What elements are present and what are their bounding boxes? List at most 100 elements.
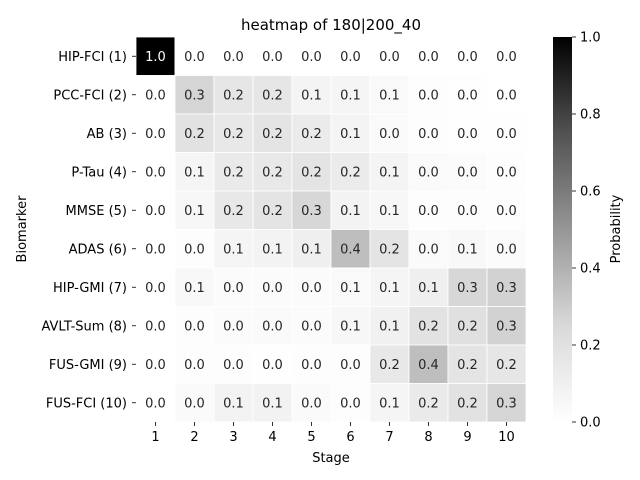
cell-value-label: 0.0: [145, 204, 166, 219]
cell-value-label: 0.1: [223, 242, 244, 257]
cell-value-label: 0.2: [223, 204, 244, 219]
heatmap-cell: [174, 344, 215, 384]
cell-value-label: 0.1: [379, 319, 400, 334]
cell-value-label: 0.1: [340, 319, 361, 334]
heatmap-cell: [252, 344, 293, 384]
cell-value-label: 0.0: [496, 204, 517, 219]
heatmap-cell: [213, 306, 254, 346]
heatmap-cell: [330, 267, 371, 307]
heatmap-cell: [213, 344, 254, 384]
cell-value-label: 0.2: [496, 358, 517, 373]
cell-value-label: 0.0: [496, 165, 517, 180]
y-tick-label: AVLT-Sum (8): [41, 319, 127, 334]
cell-value-label: 0.2: [184, 127, 205, 142]
cell-value-label: 0.0: [457, 88, 478, 103]
cell-value-label: 0.0: [496, 88, 517, 103]
colorbar-tick-label: 0.6: [580, 185, 601, 200]
cell-value-label: 0.0: [223, 281, 244, 296]
heatmap-cell: [447, 152, 488, 192]
heatmap-cell: [252, 306, 293, 346]
cell-value-label: 0.1: [379, 204, 400, 219]
cell-value-label: 0.1: [262, 396, 283, 411]
cell-value-label: 0.3: [301, 204, 322, 219]
y-tick-label: ADAS (6): [69, 242, 127, 257]
heatmap-cell: [330, 190, 371, 230]
heatmap-cell: [408, 36, 449, 76]
heatmap-cell: [174, 306, 215, 346]
colorbar-tick-label: 0.4: [580, 262, 601, 277]
heatmap-cell: [369, 190, 410, 230]
cell-value-label: 0.0: [262, 319, 283, 334]
cell-value-label: 0.2: [262, 127, 283, 142]
x-tick-label: 8: [424, 430, 432, 445]
cell-value-label: 0.2: [301, 165, 322, 180]
cell-value-label: 0.0: [340, 358, 361, 373]
y-axis-ticks: HIP-FCI (1) PCC-FCI (2) AB (3) P-Tau (4) MMS…: [41, 50, 136, 411]
cell-value-label: 0.0: [457, 204, 478, 219]
heatmap-cell: [291, 229, 332, 269]
heatmap-cell: [291, 383, 332, 423]
heatmap-cell: [486, 267, 527, 307]
y-tick-label: FUS-GMI (9): [49, 358, 127, 373]
cell-value-label: 0.2: [379, 242, 400, 257]
cell-value-label: 0.0: [457, 127, 478, 142]
y-tick-label: MMSE (5): [66, 204, 127, 219]
heatmap-cell: [135, 267, 176, 307]
cell-value-label: 0.1: [457, 242, 478, 257]
x-tick-label: 4: [268, 430, 276, 445]
heatmap-cell: [486, 344, 527, 384]
cell-value-label: 0.0: [301, 50, 322, 65]
cell-value-label: 0.0: [145, 165, 166, 180]
cell-value-label: 0.1: [301, 88, 322, 103]
cell-value-label: 0.1: [340, 88, 361, 103]
cell-value-label: 0.0: [418, 242, 439, 257]
cell-value-label: 0.2: [262, 88, 283, 103]
heatmap-cell: [447, 344, 488, 384]
heatmap-cell: [486, 383, 527, 423]
cell-value-label: 0.0: [145, 88, 166, 103]
cell-value-label: 0.0: [145, 127, 166, 142]
cell-value-label: 0.0: [184, 242, 205, 257]
heatmap-cell: [369, 383, 410, 423]
heatmap-cell: [291, 190, 332, 230]
chart-title: heatmap of 180|200_40: [241, 16, 421, 35]
heatmap-cell: [447, 75, 488, 115]
heatmap-cell: [447, 383, 488, 423]
cell-value-label: 0.0: [301, 319, 322, 334]
heatmap-cell: [291, 344, 332, 384]
cell-value-label: 0.2: [418, 396, 439, 411]
x-tick-label: 1: [151, 430, 159, 445]
heatmap-cells: 1.0 0.0 0.0 0.0 0.0 0.0 0.0 0.0 0.0 0.0 0.0 0.3 0.2 0…: [135, 36, 527, 423]
cell-value-label: 0.0: [301, 396, 322, 411]
cell-value-label: 0.0: [262, 50, 283, 65]
heatmap-cell: [135, 383, 176, 423]
x-axis-ticks: 1 2 3 4 5 6 7 8 9 10: [151, 422, 515, 445]
cell-value-label: 0.0: [262, 281, 283, 296]
heatmap-cell: [213, 113, 254, 153]
heatmap-cell: [252, 229, 293, 269]
cell-value-label: 0.0: [379, 50, 400, 65]
x-tick-label: 2: [190, 430, 198, 445]
cell-value-label: 0.0: [184, 319, 205, 334]
heatmap-cell: [174, 75, 215, 115]
cell-value-label: 0.2: [418, 319, 439, 334]
y-tick-label: FUS-FCI (10): [46, 396, 127, 411]
heatmap-cell: [330, 229, 371, 269]
heatmap-cell: [369, 152, 410, 192]
y-tick-label: PCC-FCI (2): [53, 88, 127, 103]
cell-value-label: 0.0: [418, 204, 439, 219]
heatmap-cell: [135, 152, 176, 192]
cell-value-label: 0.2: [262, 165, 283, 180]
cell-value-label: 0.1: [301, 242, 322, 257]
heatmap-cell: [408, 267, 449, 307]
cell-value-label: 0.1: [223, 396, 244, 411]
cell-value-label: 0.3: [496, 396, 517, 411]
cell-value-label: 0.1: [340, 204, 361, 219]
cell-value-label: 0.0: [418, 127, 439, 142]
cell-value-label: 0.1: [340, 281, 361, 296]
cell-value-label: 0.0: [223, 358, 244, 373]
colorbar-tick-label: 0.2: [580, 339, 601, 354]
cell-value-label: 0.2: [457, 396, 478, 411]
cell-value-label: 0.0: [418, 50, 439, 65]
